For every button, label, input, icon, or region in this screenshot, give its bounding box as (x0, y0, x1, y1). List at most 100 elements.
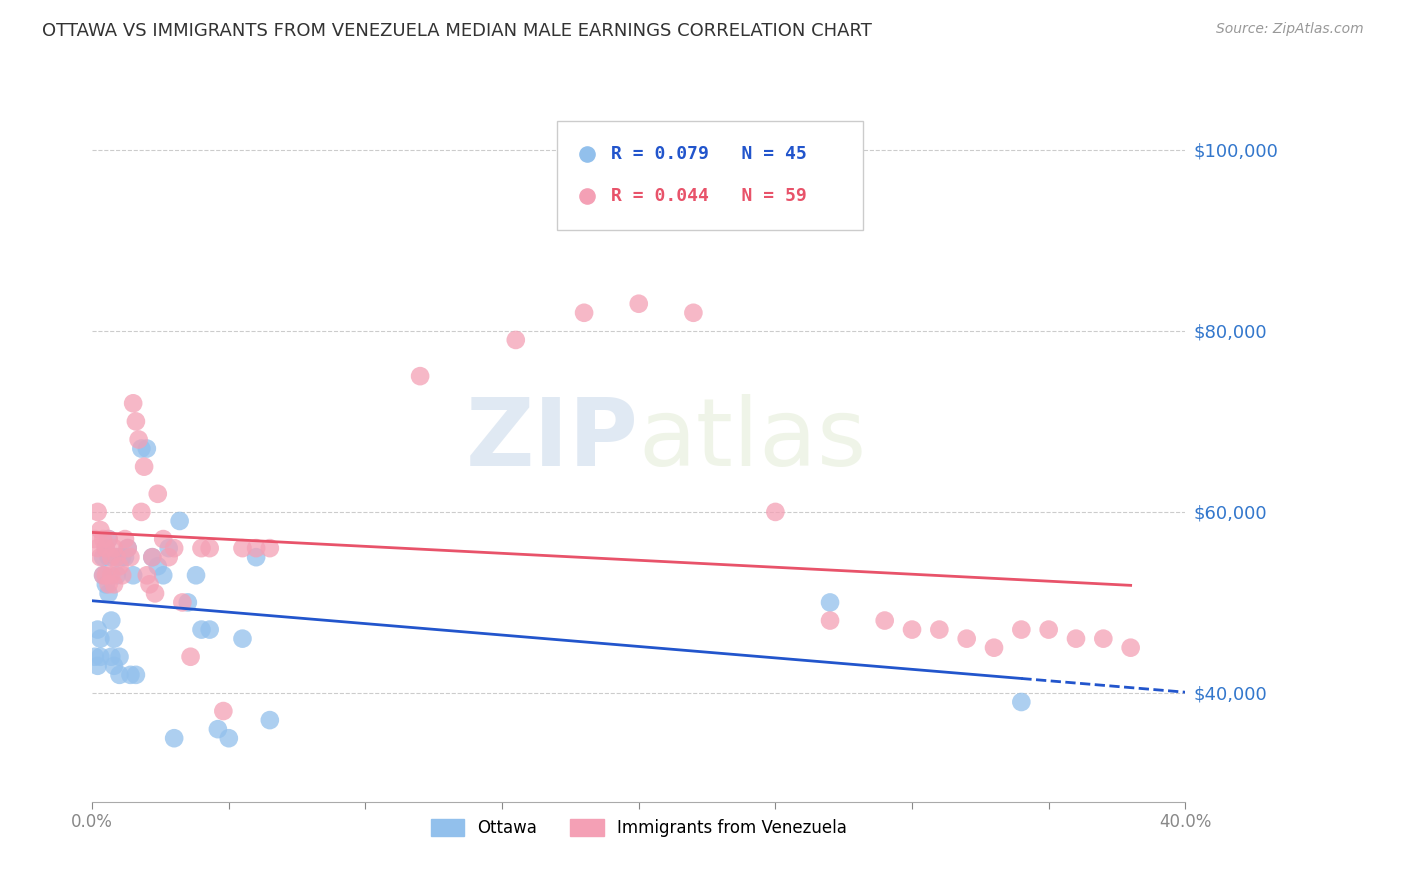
Point (146, 487, 169, 501)
Point (84, 532, 107, 546)
Point (198, 541, 221, 555)
Point (86, 541, 108, 555)
Point (1092, 632, 1115, 646)
Point (108, 668, 131, 682)
Point (125, 668, 148, 682)
Point (125, 414, 148, 428)
Point (1010, 623, 1032, 637)
Point (94, 541, 117, 555)
Point (94, 568, 117, 582)
Point (873, 614, 896, 628)
Point (138, 577, 160, 591)
Point (120, 550, 142, 565)
Point (818, 614, 841, 628)
Point (157, 541, 180, 555)
Point (180, 649, 202, 664)
Point (928, 623, 950, 637)
Point (89, 632, 111, 646)
Text: R = 0.044   N = 59: R = 0.044 N = 59 (612, 187, 807, 205)
Point (111, 568, 134, 582)
Point (105, 568, 128, 582)
FancyBboxPatch shape (557, 121, 863, 229)
Point (163, 731, 186, 746)
Point (259, 713, 281, 727)
Point (89, 550, 111, 565)
Point (152, 532, 174, 546)
Point (89, 649, 111, 664)
Point (135, 442, 157, 456)
Point (212, 704, 235, 718)
Point (143, 586, 166, 600)
Point (94, 541, 117, 555)
Point (105, 550, 128, 565)
Point (114, 550, 136, 565)
Point (141, 550, 163, 565)
Point (97, 532, 120, 546)
Point (131, 442, 153, 456)
Point (86, 658, 108, 673)
Point (135, 568, 157, 582)
Point (108, 649, 131, 664)
Point (163, 541, 186, 555)
Point (108, 559, 131, 574)
Text: Source: ZipAtlas.com: Source: ZipAtlas.com (1216, 22, 1364, 37)
Point (231, 632, 253, 646)
Point (172, 595, 194, 609)
Point (901, 623, 924, 637)
Point (169, 514, 191, 528)
Point (100, 614, 122, 628)
Point (89, 523, 111, 537)
Point (91, 568, 114, 582)
Point (682, 306, 704, 320)
Point (259, 541, 281, 555)
Point (91, 532, 114, 546)
Point (245, 550, 267, 565)
Point (86, 505, 108, 519)
Point (198, 623, 221, 637)
Point (122, 568, 145, 582)
Point (100, 550, 122, 565)
Point (218, 731, 240, 746)
Point (91, 568, 114, 582)
Point (146, 559, 169, 574)
Point (231, 541, 253, 555)
Point (84, 649, 107, 664)
Point (627, 297, 650, 311)
Point (86, 623, 108, 637)
Point (94, 577, 117, 591)
Point (97, 550, 120, 565)
Point (157, 550, 180, 565)
Point (818, 595, 841, 609)
Point (245, 541, 267, 555)
Point (97, 586, 120, 600)
Point (1119, 640, 1142, 655)
Point (409, 369, 432, 384)
Text: atlas: atlas (638, 393, 868, 485)
Point (1038, 623, 1060, 637)
Point (763, 505, 786, 519)
Point (117, 541, 139, 555)
Text: OTTAWA VS IMMIGRANTS FROM VENEZUELA MEDIAN MALE EARNINGS CORRELATION CHART: OTTAWA VS IMMIGRANTS FROM VENEZUELA MEDI… (42, 22, 872, 40)
Point (100, 568, 122, 582)
Point (103, 632, 125, 646)
Point (983, 640, 1005, 655)
Point (128, 433, 150, 447)
Point (177, 595, 200, 609)
Text: R = 0.079   N = 45: R = 0.079 N = 45 (612, 145, 807, 163)
Point (184, 568, 207, 582)
Point (152, 568, 174, 582)
Point (190, 623, 212, 637)
Point (103, 658, 125, 673)
Point (131, 505, 153, 519)
Point (207, 722, 229, 736)
Point (1064, 632, 1087, 646)
Point (97, 532, 120, 546)
Point (956, 632, 979, 646)
Point (91, 550, 114, 565)
Text: ZIP: ZIP (465, 393, 638, 485)
Point (114, 532, 136, 546)
Point (190, 541, 212, 555)
Point (572, 306, 595, 320)
Point (132, 459, 155, 474)
Point (120, 668, 142, 682)
